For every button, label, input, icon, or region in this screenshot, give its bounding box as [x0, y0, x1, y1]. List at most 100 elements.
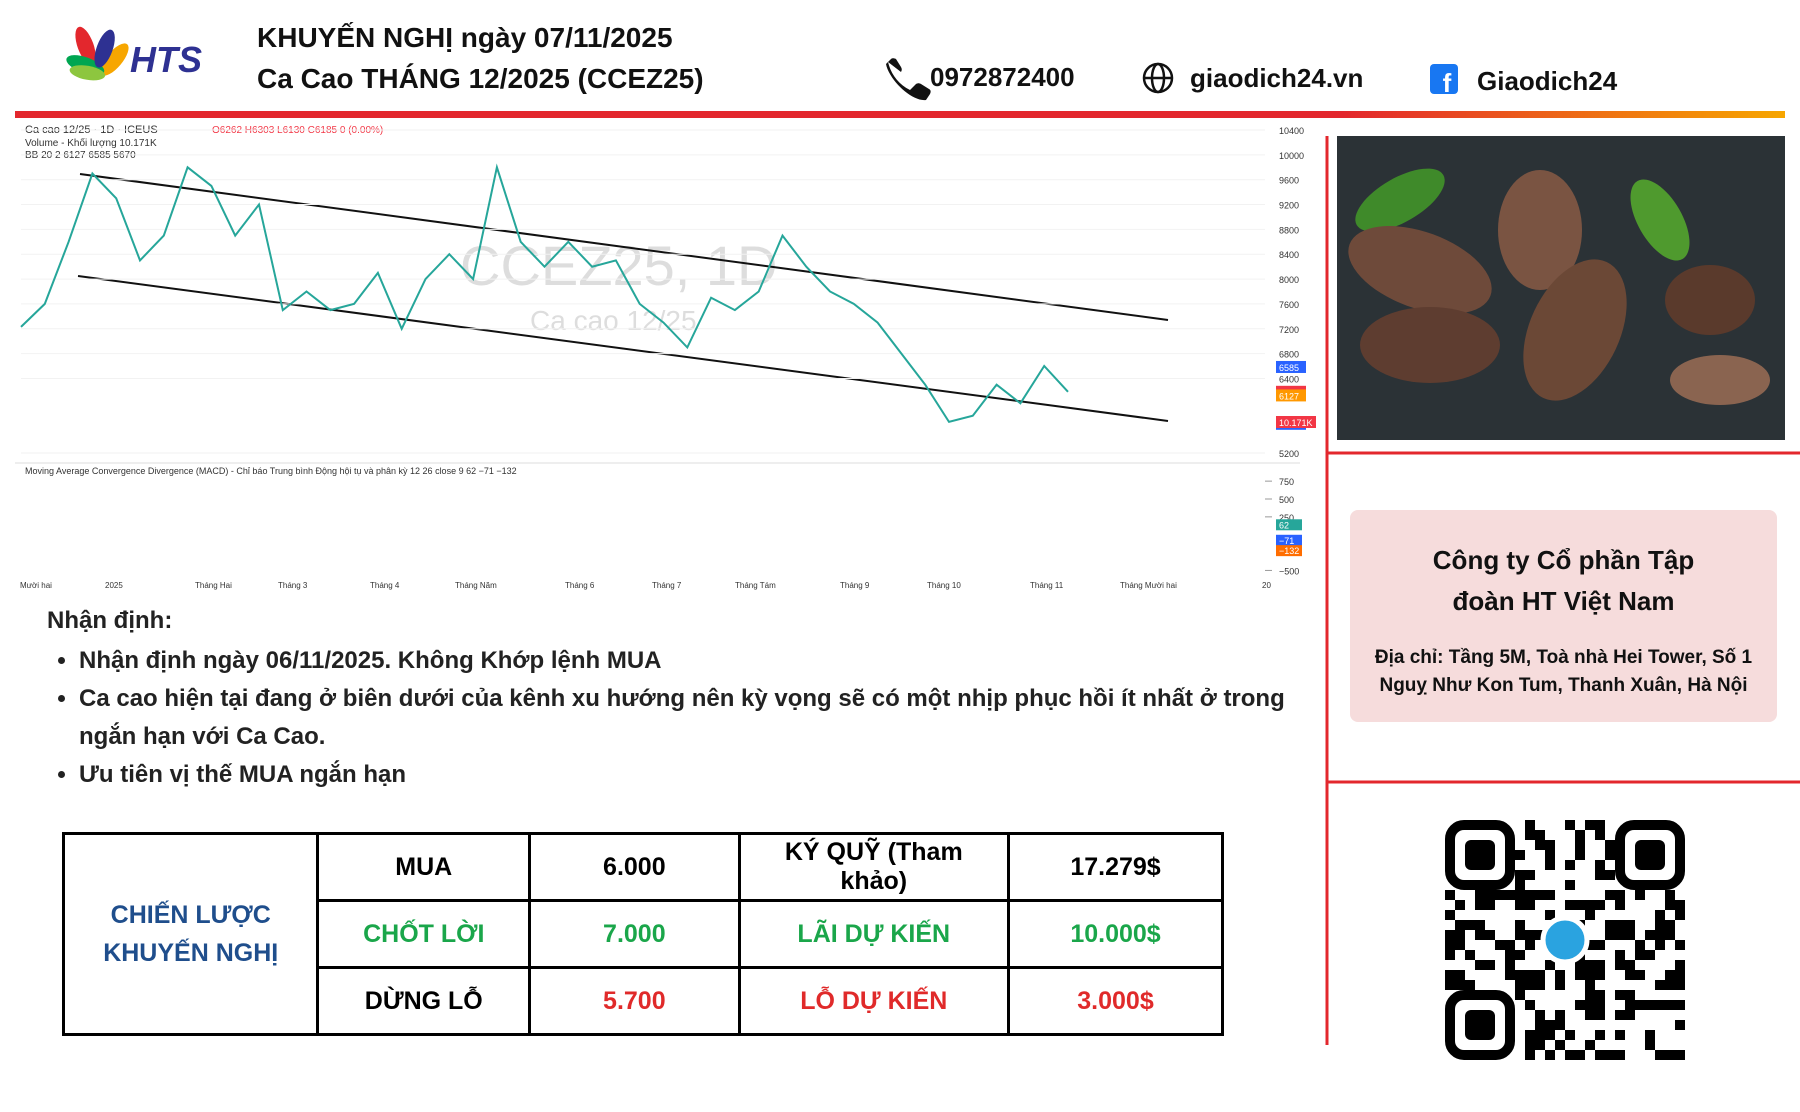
qr-module	[1625, 1010, 1635, 1020]
qr-module	[1515, 850, 1525, 860]
macd-badge-label: −71	[1279, 536, 1294, 546]
macd-badge-label: −132	[1279, 546, 1299, 556]
qr-module	[1605, 1050, 1615, 1060]
qr-module	[1515, 990, 1525, 1000]
qr-module	[1545, 1020, 1555, 1030]
qr-module	[1575, 1050, 1585, 1060]
qr-module	[1525, 890, 1535, 900]
title-line1: KHUYẾN NGHỊ ngày 07/11/2025	[257, 22, 673, 53]
cocoa-photo	[1337, 136, 1785, 440]
title-line2: Ca Cao THÁNG 12/2025 (CCEZ25)	[257, 63, 704, 94]
macd-badge	[1276, 545, 1302, 557]
qr-finder	[1615, 820, 1685, 890]
y-tick-label: 9600	[1279, 176, 1299, 186]
qr-module	[1675, 1000, 1685, 1010]
qr-module	[1605, 890, 1615, 900]
dividers	[1325, 136, 1800, 1045]
qr-module	[1625, 990, 1635, 1000]
qr-module	[1595, 860, 1605, 870]
strategy-table: CHIẾN LƯỢC KHUYẾN NGHỊ MUA 6.000 KÝ QUỸ …	[61, 832, 1224, 1036]
bullet: Ưu tiên vị thế MUA ngắn hạn	[79, 756, 1287, 794]
qr-module	[1635, 1000, 1645, 1010]
qr-module	[1565, 820, 1575, 830]
qr-module	[1675, 1050, 1685, 1060]
volume-badge-label: 10.171K	[1279, 418, 1313, 428]
qr-module	[1525, 870, 1535, 880]
qr-module	[1615, 930, 1625, 940]
qr-module	[1555, 1010, 1565, 1020]
cell: 7.000	[528, 899, 741, 969]
qr-module	[1595, 830, 1605, 840]
qr-module	[1645, 1000, 1655, 1010]
qr-module	[1575, 1000, 1585, 1010]
qr-module	[1615, 950, 1625, 960]
qr-module	[1605, 850, 1615, 860]
qr-module	[1585, 900, 1595, 910]
qr-module	[1445, 970, 1455, 980]
qr-module	[1645, 1030, 1655, 1040]
x-tick-label: Tháng 7	[652, 581, 682, 590]
qr-module	[1615, 1030, 1625, 1040]
qr-module	[1505, 960, 1515, 970]
qr-module	[1445, 940, 1455, 950]
qr-module	[1585, 1000, 1595, 1010]
y-tick-label: 6800	[1279, 350, 1299, 360]
qr-module	[1675, 960, 1685, 970]
qr-module	[1585, 910, 1595, 920]
qr-module	[1625, 930, 1635, 940]
qr-module	[1575, 960, 1585, 970]
qr-module	[1555, 970, 1565, 980]
qr-module	[1665, 1000, 1675, 1010]
volume-label: Volume - Khối lượng 10.171K	[25, 137, 157, 149]
y-tick-label: 10400	[1279, 126, 1304, 136]
qr-module	[1655, 910, 1665, 920]
macd-tick-label: 250	[1279, 513, 1294, 523]
qr-module	[1475, 930, 1485, 940]
phone: 0972872400	[930, 62, 1075, 92]
qr-module	[1535, 1040, 1545, 1050]
volume-badge	[1276, 416, 1316, 428]
qr-module	[1515, 870, 1525, 880]
price-badge-label: 6585	[1279, 363, 1299, 373]
qr-module	[1615, 990, 1625, 1000]
qr-module	[1595, 870, 1605, 880]
qr-module	[1665, 970, 1675, 980]
globe-icon	[1142, 62, 1174, 94]
x-tick-label: 2025	[105, 581, 123, 590]
qr-module	[1465, 950, 1475, 960]
y-tick-label: 8000	[1279, 275, 1299, 285]
cell: MUA	[316, 832, 532, 902]
qr-module	[1535, 840, 1545, 850]
qr-module	[1655, 930, 1665, 940]
qr-module	[1535, 830, 1545, 840]
qr-module	[1595, 1050, 1605, 1060]
qr-module	[1645, 1040, 1655, 1050]
qr-module	[1545, 1050, 1555, 1060]
qr-module	[1525, 1030, 1535, 1040]
qr-module	[1665, 1050, 1675, 1060]
qr-module	[1455, 940, 1465, 950]
x-tick-label: Tháng Năm	[455, 581, 497, 590]
qr-module	[1635, 970, 1645, 980]
qr-module	[1475, 900, 1485, 910]
qr-module	[1555, 980, 1565, 990]
qr-module	[1545, 910, 1555, 920]
qr-telegram	[1540, 915, 1590, 965]
y-tick-label: 9200	[1279, 201, 1299, 211]
qr-module	[1455, 930, 1465, 940]
qr-module	[1515, 880, 1525, 890]
channel-upper	[79, 173, 1169, 321]
qr-module	[1455, 900, 1465, 910]
qr-module	[1455, 970, 1465, 980]
qr-module	[1515, 920, 1525, 930]
qr-module	[1605, 840, 1615, 850]
qr-module	[1655, 940, 1665, 950]
macd-badge	[1276, 519, 1302, 531]
qr-module	[1465, 980, 1475, 990]
qr-module	[1525, 940, 1535, 950]
y-tick-label: 6400	[1279, 374, 1299, 384]
qr-module	[1655, 1000, 1665, 1010]
bullet: Nhận định ngày 06/11/2025. Không Khớp lệ…	[79, 642, 1287, 680]
qr-module	[1445, 910, 1455, 920]
